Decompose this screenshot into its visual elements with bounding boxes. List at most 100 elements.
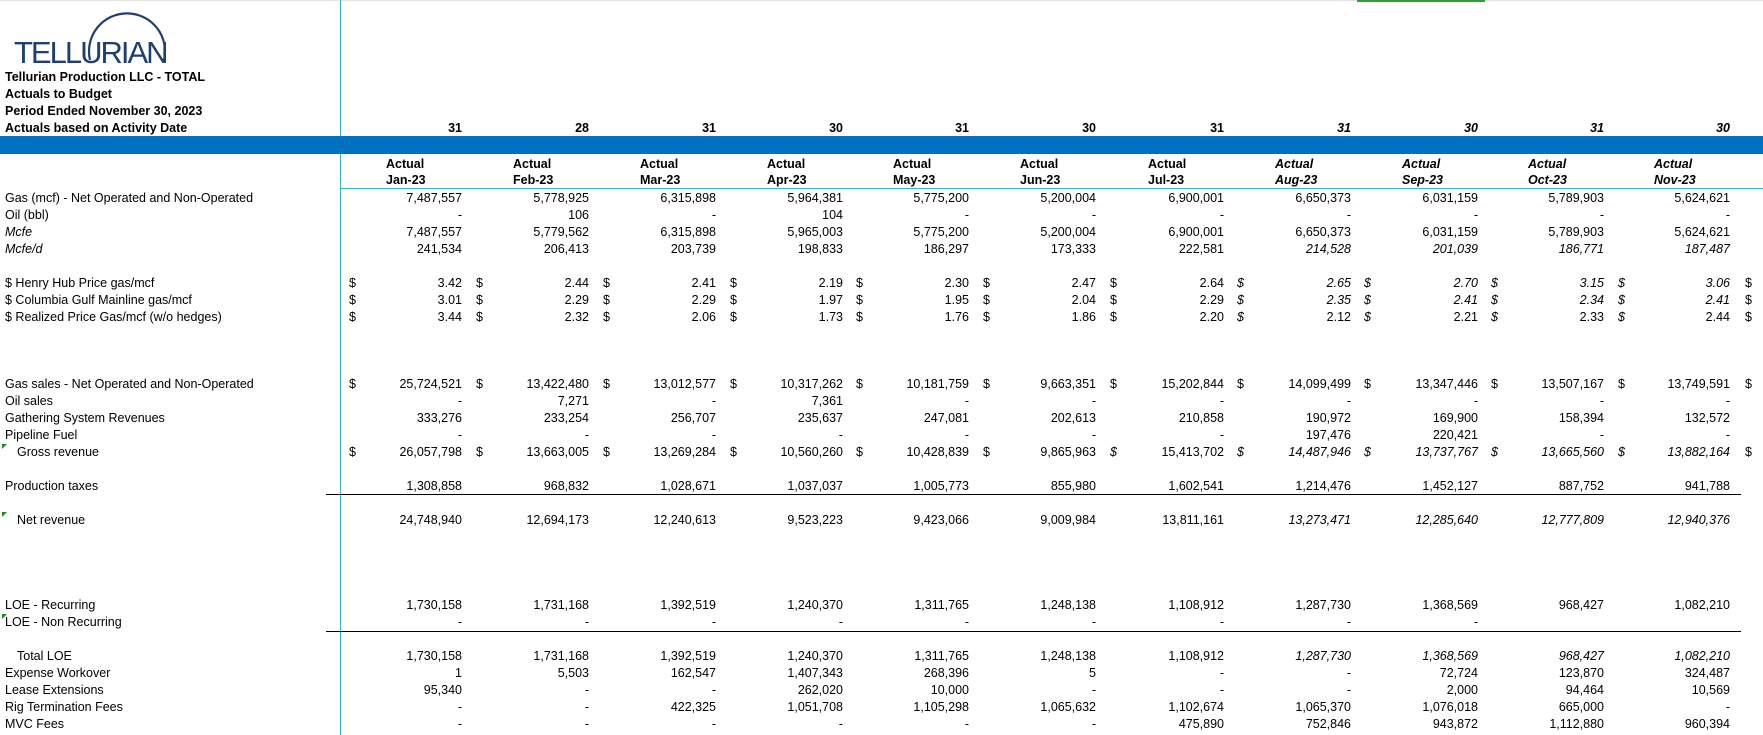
table-cell[interactable]: 968,427: [1558, 649, 1604, 663]
table-cell[interactable]: 3.44: [437, 310, 462, 324]
table-cell[interactable]: 1,108,912: [1168, 649, 1224, 663]
table-cell[interactable]: 1,037,037: [787, 479, 843, 493]
table-cell[interactable]: -: [1346, 615, 1351, 629]
table-cell[interactable]: 13,347,446: [1415, 377, 1478, 391]
table-cell[interactable]: 1,248,138: [1040, 649, 1096, 663]
table-cell[interactable]: 2.34: [1579, 293, 1604, 307]
table-cell[interactable]: 95,340: [423, 683, 462, 697]
table-cell[interactable]: -: [584, 615, 589, 629]
table-cell[interactable]: 262,020: [797, 683, 843, 697]
table-cell[interactable]: 2.29: [1199, 293, 1224, 307]
table-cell[interactable]: 5,503: [557, 666, 589, 680]
table-cell[interactable]: -: [1473, 208, 1478, 222]
table-cell[interactable]: 1,287,730: [1295, 649, 1351, 663]
table-cell[interactable]: -: [584, 700, 589, 714]
table-cell[interactable]: 201,039: [1432, 242, 1478, 256]
table-cell[interactable]: -: [711, 717, 716, 731]
table-cell[interactable]: 2.19: [818, 276, 843, 290]
table-cell[interactable]: 187,487: [1684, 242, 1730, 256]
table-cell[interactable]: -: [711, 683, 716, 697]
table-cell[interactable]: 1,051,708: [787, 700, 843, 714]
table-cell[interactable]: 214,528: [1305, 242, 1351, 256]
table-cell[interactable]: 422,325: [670, 700, 716, 714]
table-cell[interactable]: -: [1219, 394, 1224, 408]
table-cell[interactable]: -: [457, 700, 462, 714]
table-cell[interactable]: 1,602,541: [1168, 479, 1224, 493]
table-cell[interactable]: 5: [1089, 666, 1096, 680]
table-cell[interactable]: 1,112,880: [1549, 717, 1604, 731]
table-cell[interactable]: 1,240,370: [787, 649, 843, 663]
table-cell[interactable]: 5,624,621: [1674, 191, 1730, 205]
table-cell[interactable]: 2.47: [1071, 276, 1096, 290]
table-cell[interactable]: 2.41: [691, 276, 716, 290]
table-cell[interactable]: 2.06: [691, 310, 716, 324]
table-cell[interactable]: -: [711, 394, 716, 408]
table-cell[interactable]: 7,487,557: [406, 225, 462, 239]
table-cell[interactable]: 1,392,519: [660, 598, 716, 612]
table-cell[interactable]: 2.21: [1453, 310, 1478, 324]
table-cell[interactable]: -: [1219, 666, 1224, 680]
table-cell[interactable]: 752,846: [1305, 717, 1351, 731]
table-cell[interactable]: 855,980: [1050, 479, 1096, 493]
table-cell[interactable]: 12,940,376: [1667, 513, 1730, 527]
table-cell[interactable]: 5,779,562: [533, 225, 589, 239]
table-cell[interactable]: 233,254: [543, 411, 589, 425]
table-cell[interactable]: 1,108,912: [1168, 598, 1224, 612]
table-cell[interactable]: 5,778,925: [533, 191, 589, 205]
table-cell[interactable]: 94,464: [1565, 683, 1604, 697]
table-cell[interactable]: 6,650,373: [1295, 191, 1351, 205]
table-cell[interactable]: 3.01: [437, 293, 462, 307]
table-cell[interactable]: 13,882,164: [1667, 445, 1730, 459]
table-cell[interactable]: -: [1219, 683, 1224, 697]
table-cell[interactable]: -: [1219, 428, 1224, 442]
table-cell[interactable]: 235,637: [797, 411, 843, 425]
table-cell[interactable]: -: [1091, 717, 1096, 731]
table-cell[interactable]: 186,771: [1558, 242, 1604, 256]
table-cell[interactable]: 1,005,773: [913, 479, 969, 493]
table-cell[interactable]: 10,560,260: [780, 445, 843, 459]
table-cell[interactable]: 3.15: [1579, 276, 1604, 290]
table-cell[interactable]: 2.35: [1326, 293, 1351, 307]
table-cell[interactable]: 197,476: [1305, 428, 1351, 442]
table-cell[interactable]: 1,065,370: [1295, 700, 1351, 714]
table-cell[interactable]: 2.29: [691, 293, 716, 307]
table-cell[interactable]: 10,428,839: [906, 445, 969, 459]
table-cell[interactable]: 203,739: [670, 242, 716, 256]
table-cell[interactable]: 12,694,173: [526, 513, 589, 527]
table-cell[interactable]: -: [711, 428, 716, 442]
table-cell[interactable]: 6,315,898: [660, 191, 716, 205]
table-cell[interactable]: -: [584, 683, 589, 697]
table-cell[interactable]: 5,775,200: [913, 191, 969, 205]
table-cell[interactable]: -: [1599, 208, 1604, 222]
table-cell[interactable]: 268,396: [923, 666, 969, 680]
table-cell[interactable]: -: [1473, 394, 1478, 408]
table-cell[interactable]: 12,777,809: [1541, 513, 1604, 527]
table-cell[interactable]: 1.86: [1071, 310, 1096, 324]
table-cell[interactable]: 222,581: [1178, 242, 1224, 256]
table-cell[interactable]: 943,872: [1432, 717, 1478, 731]
table-cell[interactable]: 220,421: [1432, 428, 1478, 442]
table-cell[interactable]: 5,775,200: [913, 225, 969, 239]
table-cell[interactable]: 6,900,001: [1168, 225, 1224, 239]
table-cell[interactable]: 1: [455, 666, 462, 680]
table-cell[interactable]: 1,082,210: [1674, 649, 1730, 663]
table-cell[interactable]: -: [838, 717, 843, 731]
table-cell[interactable]: 1,730,158: [406, 598, 462, 612]
table-cell[interactable]: 6,031,159: [1422, 191, 1478, 205]
table-cell[interactable]: 1,368,569: [1422, 598, 1478, 612]
table-cell[interactable]: 1,287,730: [1295, 598, 1351, 612]
table-cell[interactable]: 960,394: [1684, 717, 1730, 731]
table-cell[interactable]: -: [1599, 428, 1604, 442]
table-cell[interactable]: 7,487,557: [406, 191, 462, 205]
table-cell[interactable]: 198,833: [797, 242, 843, 256]
table-cell[interactable]: 6,031,159: [1422, 225, 1478, 239]
table-cell[interactable]: -: [1725, 428, 1730, 442]
table-cell[interactable]: 333,276: [416, 411, 462, 425]
table-cell[interactable]: -: [964, 717, 969, 731]
table-cell[interactable]: 1,731,168: [533, 649, 589, 663]
table-cell[interactable]: 887,752: [1558, 479, 1604, 493]
table-cell[interactable]: 1.76: [944, 310, 969, 324]
table-cell[interactable]: 10,317,262: [780, 377, 843, 391]
table-cell[interactable]: 6,650,373: [1295, 225, 1351, 239]
table-cell[interactable]: 1,214,476: [1295, 479, 1351, 493]
